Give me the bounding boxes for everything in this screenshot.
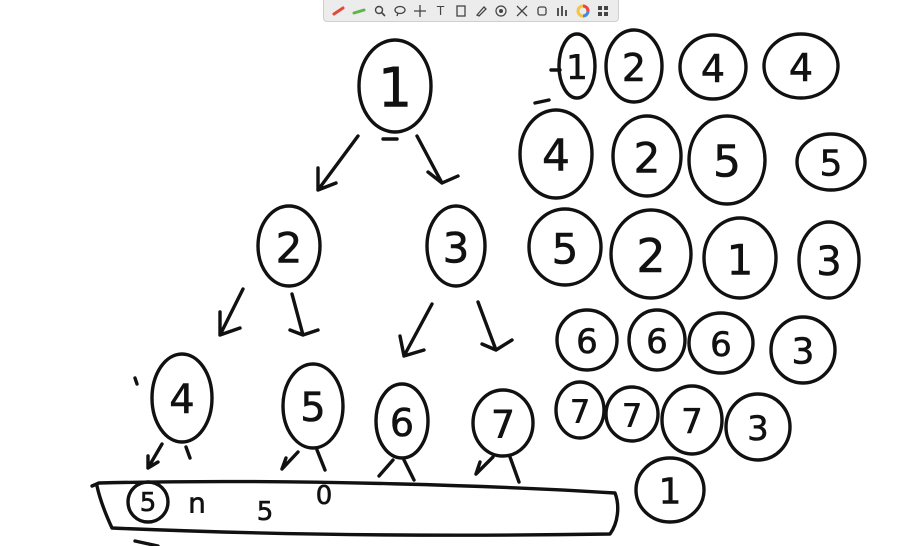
grid-cell: 6 xyxy=(557,310,617,370)
tree-node-root: 1 xyxy=(359,40,431,132)
svg-text:6: 6 xyxy=(576,322,598,362)
drawing-toolbar: T xyxy=(323,0,619,22)
grid-cell: 2 xyxy=(613,116,681,196)
tree-node: 2 xyxy=(258,206,320,286)
array-item: 5 xyxy=(257,497,274,527)
move-icon[interactable] xyxy=(413,3,428,18)
grid-icon[interactable] xyxy=(595,3,610,18)
tree-node: 5 xyxy=(283,364,343,448)
grid-cell: 7 xyxy=(662,386,722,454)
grid-cell: 3 xyxy=(726,394,790,460)
svg-text:3: 3 xyxy=(792,332,815,373)
number-grid: 1 2 4 4 4 2 5 5 5 2 1 3 6 6 6 3 7 7 7 3 … xyxy=(520,30,865,522)
array-item-circled: 5 xyxy=(128,482,168,522)
grid-cell: 6 xyxy=(689,313,753,373)
svg-text:2: 2 xyxy=(634,134,661,183)
svg-text:5: 5 xyxy=(713,137,741,188)
svg-text:1: 1 xyxy=(659,472,682,513)
pen-red-icon[interactable] xyxy=(332,3,347,18)
svg-text:5: 5 xyxy=(820,144,843,185)
lasso-icon[interactable] xyxy=(392,3,407,18)
grid-cell: 3 xyxy=(771,317,835,383)
color-wheel-icon[interactable] xyxy=(575,3,590,18)
svg-text:1: 1 xyxy=(727,236,754,285)
svg-text:2: 2 xyxy=(636,229,665,283)
svg-text:3: 3 xyxy=(443,224,470,273)
stray-mark xyxy=(535,100,549,103)
tree-edge xyxy=(318,136,458,190)
highlighter-icon[interactable] xyxy=(352,3,367,18)
array-box xyxy=(92,482,618,536)
svg-text:5: 5 xyxy=(300,385,325,431)
grid-cell: 4 xyxy=(520,110,592,198)
svg-text:4: 4 xyxy=(701,47,725,91)
zoom-icon[interactable] xyxy=(372,3,387,18)
grid-cell: 1 xyxy=(704,218,776,298)
target-icon[interactable] xyxy=(494,3,509,18)
grid-cell: 7 xyxy=(556,382,604,438)
stray-mark xyxy=(135,378,137,384)
svg-text:1: 1 xyxy=(378,57,412,120)
svg-text:4: 4 xyxy=(169,377,194,423)
grid-cell: 6 xyxy=(629,310,685,370)
grid-cell: 5 xyxy=(689,116,765,204)
svg-text:7: 7 xyxy=(622,397,642,435)
svg-text:7: 7 xyxy=(681,402,703,442)
grid-cell: 5 xyxy=(529,209,601,285)
svg-text:3: 3 xyxy=(816,239,841,285)
svg-text:7: 7 xyxy=(570,393,590,431)
svg-text:1: 1 xyxy=(566,48,588,88)
svg-text:4: 4 xyxy=(789,46,813,90)
array-item: n xyxy=(188,487,206,520)
svg-text:3: 3 xyxy=(747,409,769,449)
grid-cell: 3 xyxy=(799,222,859,298)
grid-cell: 4 xyxy=(764,34,838,98)
tree-node: 3 xyxy=(427,206,485,286)
text-tool-icon[interactable]: T xyxy=(433,3,448,18)
tree-edge xyxy=(220,289,512,356)
svg-text:2: 2 xyxy=(622,46,646,90)
tree-node: 7 xyxy=(473,390,533,456)
whiteboard-canvas[interactable]: 1 2 3 4 5 6 7 xyxy=(0,22,917,546)
grid-cell: 2 xyxy=(611,210,691,298)
tree-node: 6 xyxy=(376,384,428,458)
svg-text:6: 6 xyxy=(710,325,732,365)
array-item: 0 xyxy=(316,481,333,511)
svg-text:4: 4 xyxy=(542,131,570,182)
svg-text:6: 6 xyxy=(646,322,668,362)
svg-text:7: 7 xyxy=(491,403,515,447)
grid-cell: 1 xyxy=(636,458,704,522)
svg-text:6: 6 xyxy=(390,401,414,445)
svg-text:5: 5 xyxy=(552,225,579,274)
tree-node: 4 xyxy=(152,354,212,442)
svg-text:2: 2 xyxy=(276,224,303,273)
grid-cell: 1 xyxy=(559,34,595,98)
tree-edge xyxy=(148,444,519,482)
array-mark xyxy=(135,541,158,546)
page-icon[interactable] xyxy=(453,3,468,18)
grid-cell: 2 xyxy=(606,30,662,102)
grid-cell: 5 xyxy=(797,134,865,190)
settings-icon[interactable] xyxy=(555,3,570,18)
eraser-icon[interactable] xyxy=(474,3,489,18)
grid-cell: 7 xyxy=(606,387,658,441)
stamp-icon[interactable] xyxy=(534,3,549,18)
grid-cell: 4 xyxy=(680,35,746,99)
svg-text:5: 5 xyxy=(140,488,157,518)
expand-icon[interactable] xyxy=(514,3,529,18)
